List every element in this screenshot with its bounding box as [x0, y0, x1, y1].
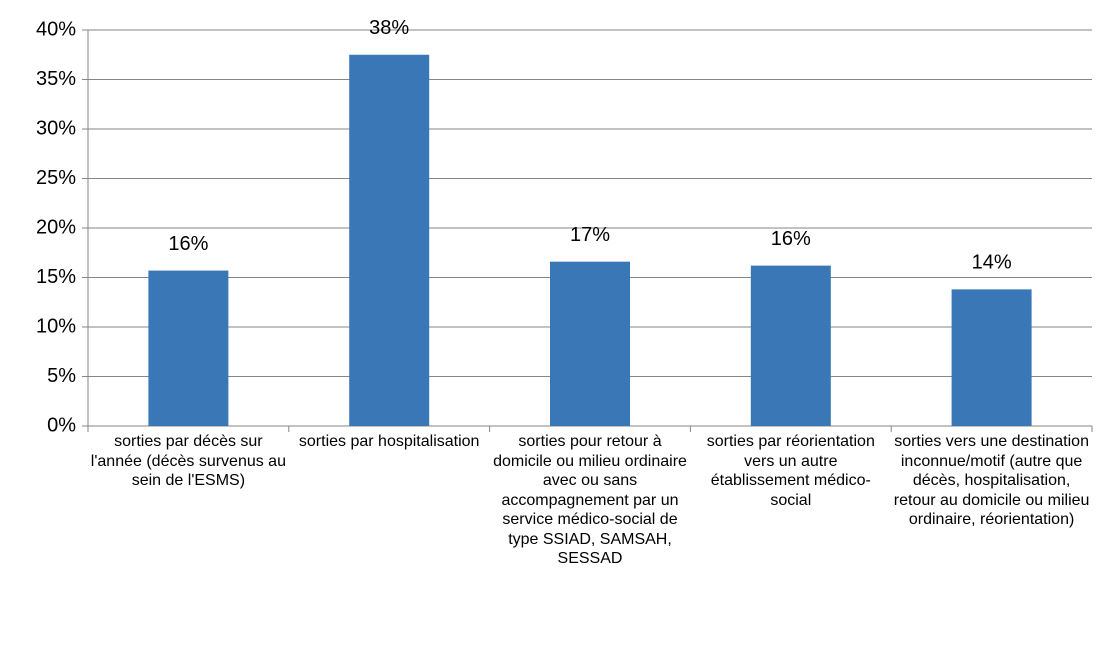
y-tick-label: 40%	[36, 18, 76, 40]
y-tick-label: 5%	[47, 365, 76, 387]
y-tick-label: 30%	[36, 117, 76, 139]
data-label: 16%	[771, 228, 811, 250]
x-tick-label: sorties par hospitalisation	[298, 433, 480, 450]
bar	[550, 261, 630, 426]
y-tick-label: 10%	[36, 315, 76, 337]
bar	[148, 270, 229, 426]
y-tick-label: 25%	[36, 167, 76, 189]
data-label: 14%	[972, 252, 1012, 274]
y-tick-label: 0%	[47, 414, 76, 436]
data-label: 38%	[369, 17, 409, 39]
x-tick-label: sorties vers une destination inconnue/mo…	[893, 433, 1090, 528]
y-tick-label: 15%	[36, 266, 76, 288]
data-label: 17%	[570, 224, 610, 246]
y-tick-label: 35%	[36, 68, 76, 90]
x-tick-label: sorties par décès sur l'année (décès sur…	[90, 433, 286, 489]
bar	[349, 54, 430, 426]
bar	[750, 265, 831, 426]
bar	[951, 289, 1032, 426]
x-tick-label: sorties par réorientation vers un autre …	[706, 433, 875, 509]
data-label: 16%	[168, 233, 208, 255]
x-tick-label: sorties pour retour à domicile ou milieu…	[493, 433, 687, 567]
y-tick-label: 20%	[36, 216, 76, 238]
